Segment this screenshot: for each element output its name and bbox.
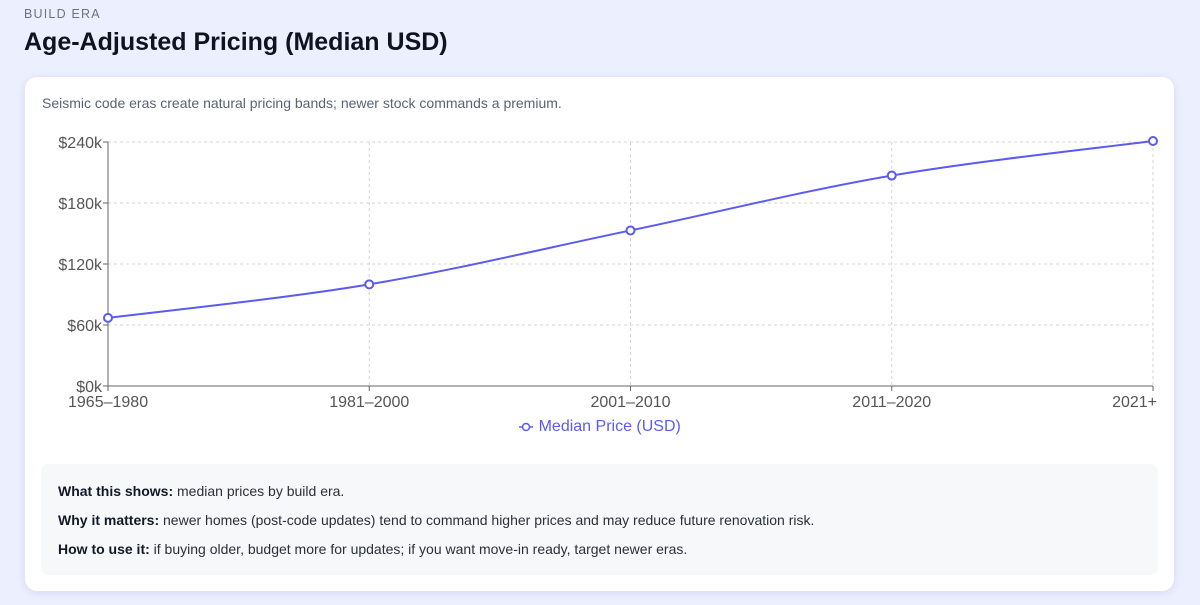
data-point	[625, 225, 636, 236]
x-tick-label: 1981–2000	[329, 394, 409, 411]
chart-card: Seismic code eras create natural pricing…	[25, 77, 1174, 591]
y-tick-label: $0k	[76, 379, 103, 396]
note-why: Why it matters: newer homes (post-code u…	[58, 512, 814, 528]
x-tick-label: 2001–2010	[590, 394, 670, 411]
chart-subtitle: Seismic code eras create natural pricing…	[42, 95, 562, 111]
data-point	[1148, 135, 1158, 146]
notes-box: What this shows: median prices by build …	[41, 464, 1158, 575]
data-point	[886, 170, 897, 181]
note-how: How to use it: if buying older, budget m…	[58, 541, 687, 557]
x-tick-label: 1965–1980	[68, 394, 148, 411]
note-label: How to use it:	[58, 541, 150, 557]
note-text: if buying older, budget more for updates…	[149, 541, 688, 557]
x-tick-label: 2011–2020	[852, 394, 931, 411]
x-tick-label: 2021+	[1112, 394, 1157, 411]
note-label: What this shows:	[58, 483, 174, 499]
legend-marker-icon	[519, 422, 534, 432]
y-tick-label: $180k	[58, 196, 103, 213]
legend-item[interactable]: Median Price (USD)	[25, 418, 1174, 436]
note-what: What this shows: median prices by build …	[58, 483, 344, 499]
data-point	[364, 279, 375, 290]
page-title: Age-Adjusted Pricing (Median USD)	[24, 28, 448, 56]
note-text: newer homes (post-code updates) tend to …	[159, 512, 815, 528]
note-label: Why it matters:	[58, 512, 160, 528]
note-text: median prices by build era.	[173, 483, 345, 499]
y-tick-label: $60k	[67, 318, 103, 335]
y-tick-label: $120k	[58, 257, 103, 274]
eyebrow-label: BUILD ERA	[24, 7, 101, 21]
data-point	[103, 312, 113, 323]
y-tick-label: $240k	[58, 135, 103, 152]
line-chart: $0k $60k $120k $180k $240k 1965–1980 1981–2000…	[58, 135, 1158, 411]
legend-label: Median Price (USD)	[538, 418, 681, 435]
